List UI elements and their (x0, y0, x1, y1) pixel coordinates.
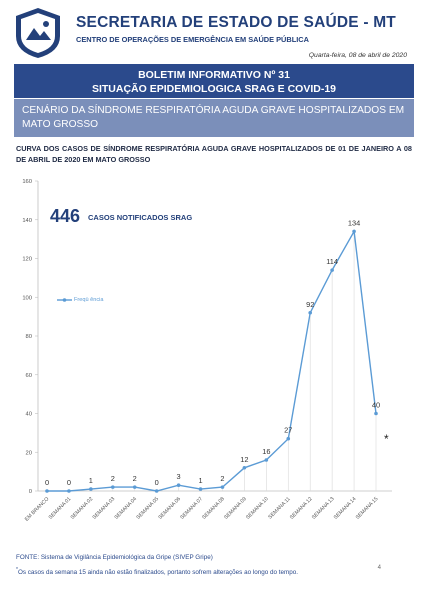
section-title-band: CENÁRIO DA SÍNDROME RESPIRATÓRIA AGUDA G… (14, 99, 414, 137)
legend-marker (62, 298, 67, 302)
org-subtitle: CENTRO DE OPERAÇÕES DE EMERGÊNCIA EM SAÚ… (76, 35, 309, 44)
data-point (45, 489, 49, 493)
data-label: 27 (284, 426, 292, 435)
data-point (308, 310, 313, 315)
footnote: *Os casos da semana 15 ainda não estão f… (16, 564, 416, 579)
data-point (67, 489, 71, 493)
x-tick-label: SEMANA 12 (289, 496, 314, 521)
chart-axes (37, 181, 392, 492)
x-tick-label: EM BRANCO (24, 496, 50, 522)
data-point (264, 458, 269, 462)
bulletin-subject: SITUAÇÃO EPIDEMIOLOGICA SRAG E COVID-19 (91, 83, 337, 95)
data-point (176, 483, 181, 487)
data-label: 40 (372, 401, 380, 410)
data-point (330, 268, 334, 272)
data-label: 0 (155, 478, 159, 487)
data-label: 114 (326, 257, 338, 266)
y-tick-label: 20 (26, 450, 32, 456)
data-point (374, 411, 378, 416)
y-tick-label: 100 (22, 295, 32, 301)
data-point (352, 229, 356, 234)
footnote-mark: * (16, 567, 18, 573)
data-label: 2 (220, 474, 224, 483)
cases-count: 446 (50, 206, 81, 226)
x-tick-label: SEMANA 06 (157, 496, 182, 521)
data-label: 12 (240, 455, 248, 464)
bulletin-date: Quarta-feira, 08 de abril de 2020 (308, 52, 407, 59)
bulletin-number: BOLETIM INFORMATIVO Nº 31 (138, 69, 290, 81)
data-label: 134 (348, 218, 360, 227)
data-label: 16 (262, 447, 270, 456)
legend-label: Freqü ência (74, 297, 104, 303)
x-tick-label: SEMANA 03 (92, 496, 117, 521)
data-label: 92 (306, 300, 314, 309)
x-tick-label: SEMANA 05 (135, 496, 160, 521)
data-label: 1 (89, 476, 93, 485)
data-label: 0 (45, 478, 49, 487)
data-label: 0 (67, 478, 71, 487)
data-label: 1 (198, 476, 202, 485)
cases-count-label: CASOS NOTIFICADOS SRAG (88, 213, 193, 222)
x-tick-label: SEMANA 13 (311, 496, 336, 521)
chart-legend: Freqü ência (57, 297, 104, 303)
data-label: 2 (111, 474, 115, 483)
x-tick-label: SEMANA 10 (245, 496, 270, 521)
data-point (286, 436, 291, 441)
x-tick-label: SEMANA 04 (114, 496, 139, 521)
y-tick-label: 80 (26, 334, 32, 340)
footer: FONTE: Sistema de Vigilância Epidemiológ… (16, 552, 416, 579)
x-tick-label: SEMANA 08 (201, 496, 226, 521)
page-number: 4 (377, 565, 381, 571)
x-tick-label: SEMANA 15 (355, 496, 380, 521)
data-point (154, 489, 159, 493)
section-title: CENÁRIO DA SÍNDROME RESPIRATÓRIA AGUDA G… (22, 105, 405, 130)
series-line (47, 229, 377, 492)
data-point (111, 485, 115, 489)
y-tick-label: 60 (26, 373, 32, 379)
drop-lines (90, 231, 377, 491)
x-tick-label: SEMANA 01 (48, 496, 73, 521)
data-label: 3 (177, 472, 181, 481)
bulletin-header-band: BOLETIM INFORMATIVO Nº 31 SITUAÇÃO EPIDE… (14, 64, 414, 98)
org-title: SECRETARIA DE ESTADO DE SAÚDE - MT (76, 14, 396, 31)
y-tick-label: 120 (22, 257, 32, 263)
source-note: FONTE: Sistema de Vigilância Epidemiológ… (16, 554, 213, 561)
footnote-text: Os casos da semana 15 ainda não estão fi… (17, 569, 298, 577)
y-tick-label: 0 (29, 489, 32, 495)
data-label: 2 (133, 474, 137, 483)
chart-annotation: * (384, 432, 389, 446)
data-points (45, 229, 378, 493)
y-tick-label: 160 (22, 179, 32, 185)
x-tick-label: SEMANA 02 (70, 496, 95, 521)
chart-title: CURVA DOS CASOS DE SÍNDROME RESPIRATÓRIA… (16, 144, 412, 164)
state-crest-icon (16, 8, 60, 58)
y-tick-label: 40 (26, 412, 32, 418)
x-tick-label: SEMANA 07 (179, 496, 204, 521)
data-point (220, 485, 225, 489)
x-tick-label: SEMANA 09 (223, 496, 248, 521)
data-point (132, 485, 137, 489)
data-point (198, 487, 203, 491)
x-tick-label: SEMANA 14 (333, 496, 358, 521)
y-tick-label: 140 (22, 218, 32, 224)
data-point (89, 487, 93, 491)
data-point (242, 465, 247, 470)
y-tick-labels: 0 20 40 60 80 100 120 140 160 (22, 179, 38, 495)
